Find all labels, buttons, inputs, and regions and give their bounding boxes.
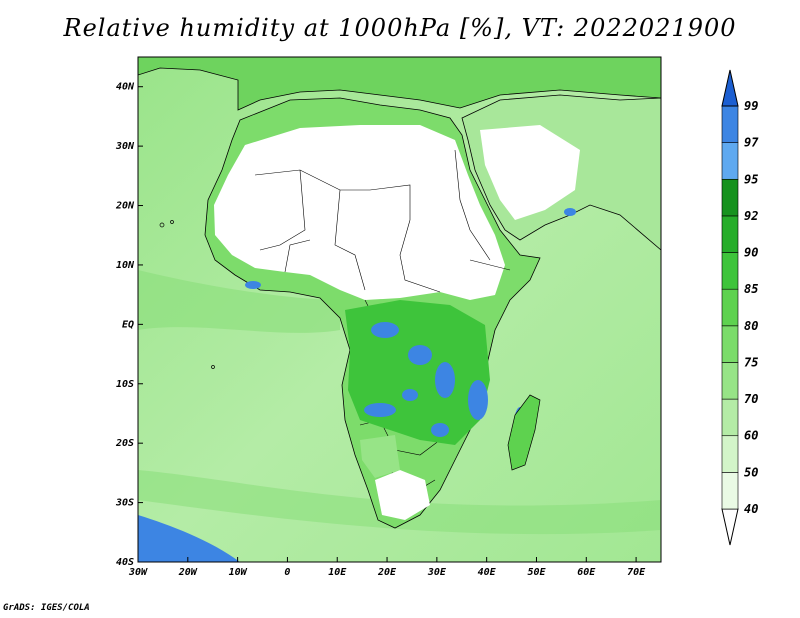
lon-tick-label: 30E	[427, 567, 447, 578]
axis-ticks: 30W 20W 10W 0 10E 20E 30E 40E 50E 60E 70E 40N 30N 20N…	[115, 82, 646, 578]
colorbar-swatch	[721, 288, 739, 327]
credit-label: GrADS: IGES/COLA	[3, 603, 90, 613]
island	[211, 365, 215, 369]
colorbar-swatch	[721, 105, 739, 143]
colorbar-level-label: 92	[744, 209, 758, 223]
colorbar-level-label: 90	[744, 246, 758, 260]
colorbar-level-label: 85	[744, 282, 758, 296]
arabia-dry-zone	[480, 125, 580, 220]
ocean-moist-band	[138, 270, 340, 333]
colorbar-level-label: 99	[744, 99, 758, 113]
lat-tick-label: 10N	[116, 260, 135, 271]
colorbar-swatch	[721, 362, 739, 400]
lon-tick-label: 60E	[577, 567, 596, 578]
lat-tick-label: EQ	[122, 319, 134, 330]
colorbar-level-label: 70	[744, 392, 758, 406]
colorbar-level-label: 50	[744, 465, 758, 479]
colorbar-swatch	[721, 435, 739, 473]
colorbar-swatch	[721, 252, 739, 290]
colorbar-under-triangle	[721, 508, 739, 546]
colorbar-swatch	[721, 215, 739, 253]
lon-tick-label: 20W	[178, 567, 198, 578]
lat-tick-label: 40N	[116, 82, 135, 93]
lat-tick-label: 20N	[115, 201, 135, 212]
lon-tick-label: 70E	[627, 567, 646, 578]
colorbar-level-label: 80	[744, 319, 758, 333]
colorbar-level-label: 95	[744, 172, 758, 186]
colorbar-level-label: 60	[744, 429, 758, 443]
lon-tick-label: 30W	[128, 567, 148, 578]
saturated-ocean-corner	[138, 515, 240, 562]
lon-tick-label: 10W	[229, 567, 248, 578]
lat-tick-label: 10S	[116, 379, 134, 390]
island	[159, 222, 165, 228]
lat-tick-label: 20S	[115, 438, 134, 449]
colorbar-swatch	[721, 142, 739, 180]
lon-tick-label: 50E	[527, 567, 546, 578]
lon-tick-label: 0	[284, 567, 290, 578]
kalahari-zone	[360, 435, 400, 478]
colorbar-swatch	[721, 472, 739, 510]
colorbar-swatch	[721, 398, 739, 437]
lat-tick-label: 30S	[115, 498, 134, 509]
europe-landmass	[138, 57, 661, 111]
lon-tick-label: 40E	[478, 567, 497, 578]
colorbar-level-label: 75	[744, 355, 758, 369]
map-frame	[137, 56, 662, 563]
southern-dry-zone	[375, 470, 430, 520]
colorbar-swatch	[721, 178, 739, 217]
lon-tick-label: 20E	[377, 567, 397, 578]
colorbar-swatch	[721, 325, 739, 363]
lat-tick-label: 40S	[116, 557, 134, 568]
lat-tick-label: 30N	[115, 141, 135, 152]
island	[170, 220, 174, 224]
sahara-dry-zone	[214, 125, 505, 300]
madagascar	[507, 394, 541, 471]
colorbar-level-label: 40	[744, 502, 758, 516]
lon-tick-label: 10E	[328, 567, 347, 578]
colorbar-level-label: 97	[744, 136, 759, 150]
colorbar: 40 50 60 70 75 80 85 90 92 95 97 99	[721, 69, 759, 546]
map-title: Relative humidity at 1000hPa [%], VT: 20…	[63, 14, 737, 42]
map-plot-area	[138, 57, 661, 562]
colorbar-over-triangle	[721, 69, 739, 107]
